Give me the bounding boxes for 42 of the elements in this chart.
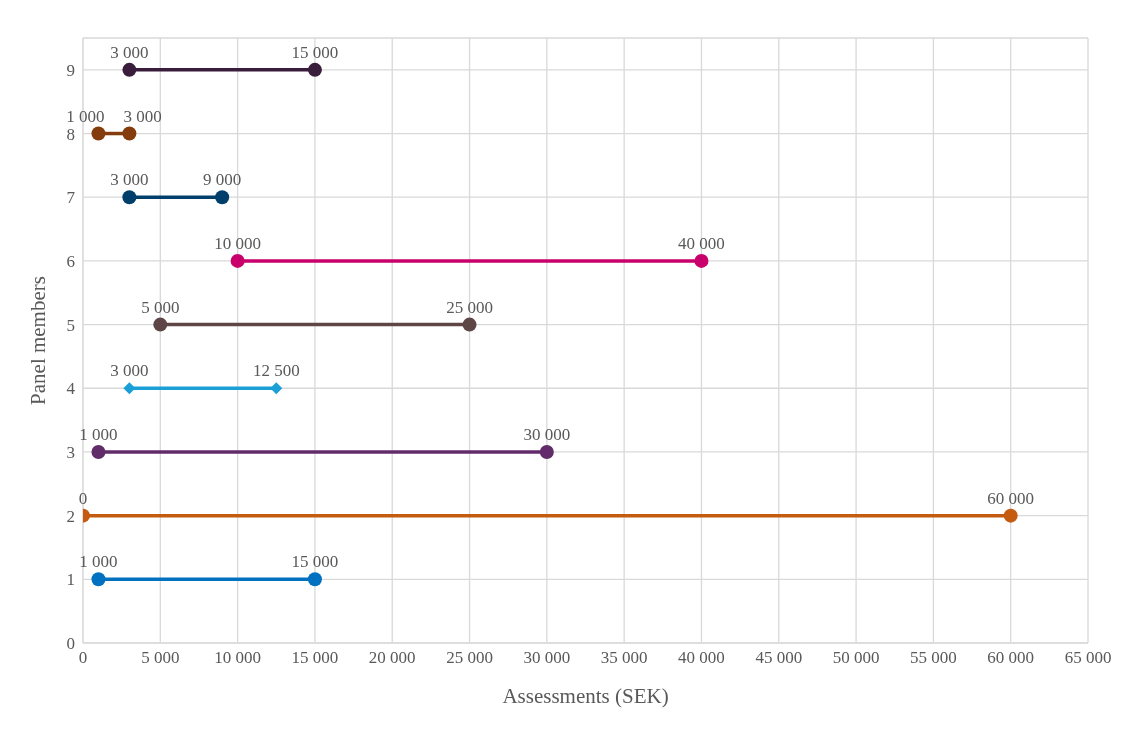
x-tick-label: 40 000 <box>678 648 725 668</box>
data-label: 30 000 <box>523 424 571 444</box>
y-tick-label: 9 <box>66 60 75 80</box>
data-label: 40 000 <box>678 233 725 253</box>
x-tick-label: 35 000 <box>600 648 648 668</box>
y-tick-label: 3 <box>66 442 75 462</box>
x-tick-label: 5 000 <box>141 648 180 668</box>
data-label: 1 000 <box>66 106 105 126</box>
y-tick-label: 2 <box>66 506 75 526</box>
x-tick-label: 30 000 <box>523 648 571 668</box>
x-tick-label: 25 000 <box>446 648 493 668</box>
x-tick-label: 55 000 <box>910 648 957 668</box>
data-label: 3 000 <box>110 42 149 62</box>
x-tick-label: 65 000 <box>1064 648 1112 668</box>
data-label: 15 000 <box>291 552 339 572</box>
y-tick-label: 8 <box>66 124 75 144</box>
x-tick-label: 60 000 <box>987 648 1035 668</box>
data-label: 60 000 <box>987 488 1035 508</box>
data-label: 25 000 <box>446 297 493 317</box>
data-label: 1 000 <box>79 552 118 572</box>
x-tick-label: 20 000 <box>368 648 416 668</box>
y-tick-label: 1 <box>66 570 75 590</box>
data-label: 12 500 <box>252 361 300 381</box>
x-tick-label: 10 000 <box>214 648 261 668</box>
data-label: 10 000 <box>214 233 261 253</box>
y-tick-label: 5 <box>66 315 75 335</box>
data-label: 9 000 <box>203 170 242 190</box>
data-label: 1 000 <box>79 424 118 444</box>
y-tick-label: 6 <box>66 251 75 271</box>
data-label: 5 000 <box>141 297 180 317</box>
x-axis-title: Assessments (SEK) <box>502 684 669 708</box>
y-tick-label: 0 <box>66 634 75 654</box>
y-tick-label: 7 <box>66 188 76 208</box>
data-label: 3 000 <box>123 106 162 126</box>
y-axis-title: Panel members <box>26 276 51 405</box>
x-tick-label: 15 000 <box>291 648 339 668</box>
data-label: 3 000 <box>110 361 149 381</box>
data-label: 3 000 <box>110 170 149 190</box>
x-tick-label: 45 000 <box>755 648 803 668</box>
y-tick-label: 4 <box>66 379 76 399</box>
data-label: 15 000 <box>291 42 339 62</box>
x-tick-label: 50 000 <box>832 648 880 668</box>
